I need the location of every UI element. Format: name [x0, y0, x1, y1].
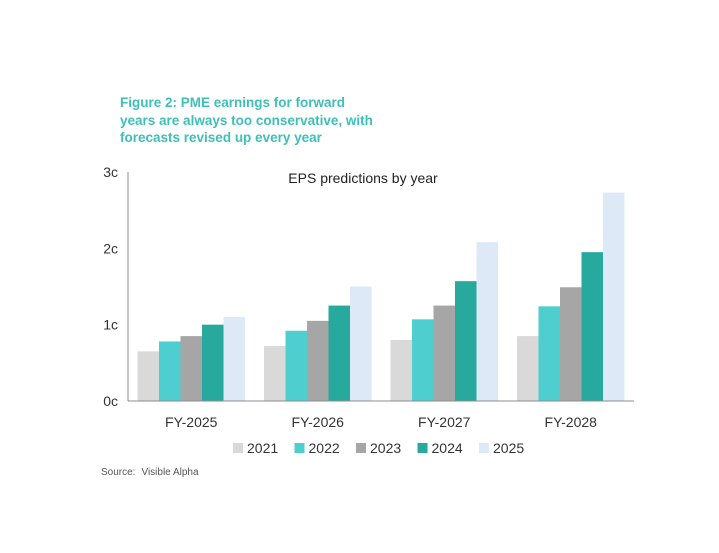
bar-2023-FY-2026	[307, 320, 329, 401]
bar-2024-FY-2025	[202, 324, 224, 401]
axes-group	[127, 172, 634, 402]
legend-label-2025: 2025	[493, 440, 524, 456]
y-tick-label: 1c	[103, 317, 118, 333]
legend-label-2023: 2023	[370, 440, 401, 456]
legend-label-2024: 2024	[432, 440, 463, 456]
bar-2025-FY-2026	[350, 286, 372, 401]
y-tick-label: 0c	[103, 393, 118, 409]
bar-2021-FY-2025	[137, 351, 159, 401]
legend-swatch-2023	[356, 443, 366, 453]
bar-2024-FY-2027	[455, 281, 477, 401]
source-value: Visible Alpha	[141, 467, 199, 478]
bar-2025-FY-2027	[476, 242, 498, 401]
legend-swatch-2022	[294, 443, 305, 453]
source-note: Source: Visible Alpha	[101, 467, 199, 478]
chart-title: EPS predictions by year	[288, 170, 438, 186]
legend-label-2022: 2022	[309, 440, 340, 456]
bar-2023-FY-2025	[180, 336, 202, 401]
bar-2025-FY-2028	[603, 192, 625, 401]
legend-label-2021: 2021	[247, 440, 278, 456]
bar-2024-FY-2026	[328, 305, 350, 401]
bars-group	[137, 192, 625, 401]
y-tick-label: 2c	[103, 240, 118, 256]
bar-2025-FY-2025	[223, 317, 245, 401]
bar-2021-FY-2027	[390, 339, 412, 401]
bar-2022-FY-2026	[285, 330, 307, 401]
x-tick-label: FY-2027	[418, 414, 471, 430]
legend-swatch-2025	[479, 443, 489, 453]
figure-title: Figure 2: PME earnings for forward years…	[120, 95, 373, 145]
bar-2022-FY-2025	[159, 341, 181, 401]
bar-2024-FY-2028	[581, 252, 603, 401]
y-tick-label: 3c	[103, 164, 118, 180]
labels-group: 0c 1c 2c 3c EPS predictions by year FY-2025 FY…	[103, 164, 597, 430]
bar-2023-FY-2028	[560, 287, 582, 401]
bar-2021-FY-2026	[264, 346, 286, 401]
bar-2022-FY-2028	[538, 306, 560, 401]
legend-swatch-2021	[233, 443, 243, 453]
legend: 2021 2022 2023 2024 2025	[233, 440, 524, 456]
x-tick-label: FY-2025	[165, 414, 218, 430]
bar-2021-FY-2028	[517, 336, 539, 401]
x-tick-label: FY-2026	[292, 414, 345, 430]
bar-2022-FY-2027	[412, 319, 434, 401]
x-tick-label: FY-2028	[545, 414, 598, 430]
source-label: Source:	[101, 467, 136, 478]
legend-swatch-2024	[417, 443, 428, 453]
bar-2023-FY-2027	[433, 305, 455, 401]
